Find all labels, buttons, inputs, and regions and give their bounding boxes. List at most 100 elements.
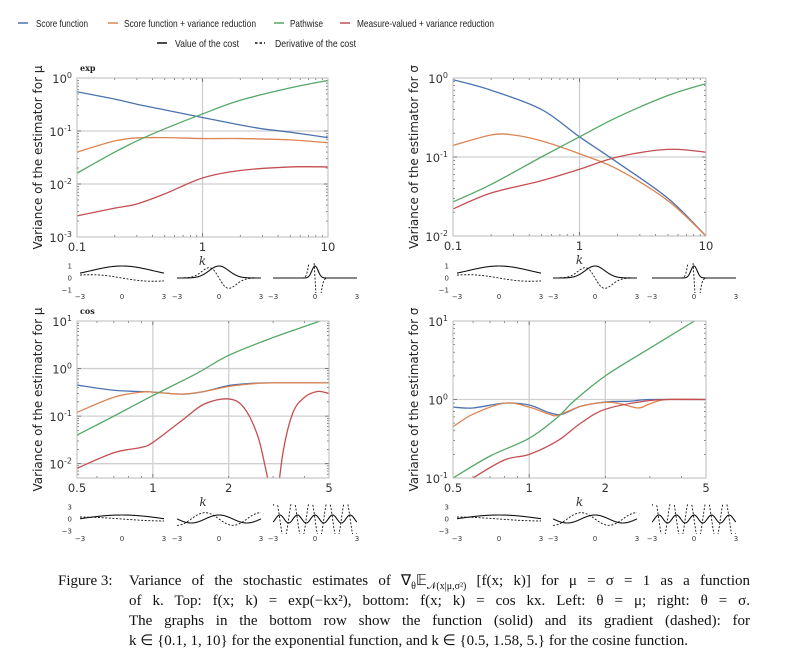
plot-frame (452, 320, 707, 479)
inset-value-line (553, 265, 637, 279)
inset-x-tick-label: 3 (734, 293, 738, 301)
inset-x-tick-label: 3 (259, 293, 263, 301)
inset-value-line (177, 265, 261, 279)
y-tick-label: 101 (428, 314, 448, 329)
inset-x-tick-label: −3 (452, 293, 462, 301)
x-tick-label: 5 (325, 481, 332, 495)
inset-value-line (457, 514, 541, 520)
inset-x-tick-label: −3 (75, 535, 85, 543)
inset-y-tick-label: −1 (439, 287, 449, 295)
series-line-score-function (77, 382, 329, 395)
y-tick-label: 10-2 (425, 229, 448, 244)
legend-label-score-function-vr: Score function + variance reduction (124, 18, 256, 30)
panel-title: cos (80, 306, 95, 316)
y-tick-label: 100 (52, 362, 72, 377)
inset-value-line (177, 514, 261, 524)
inset-value-line (457, 265, 541, 274)
inset-x-tick-label: 0 (497, 293, 501, 301)
x-tick-label: 5 (702, 481, 709, 495)
y-tick-label: 10-1 (49, 124, 72, 139)
inset-x-tick-label: 0 (217, 293, 221, 301)
inset-derivative-line (80, 274, 164, 282)
figure-caption: Figure 3: Variance of the stochastic est… (58, 571, 750, 651)
y-tick-label: 10-1 (49, 409, 72, 424)
inset-x-tick-label: 0 (692, 293, 696, 301)
inset-x-tick-label: 0 (497, 535, 501, 543)
inset-y-tick-label: 0 (445, 516, 449, 524)
inset-value-line (652, 265, 736, 279)
panel-3: 101 100 10-1 10-2 0.5 1 2 5 k Variance of the est… (31, 306, 359, 543)
inset-y-tick-label: 0 (68, 516, 72, 524)
inset-derivative-line (177, 512, 261, 526)
legend-label-measure-valued-vr: Measure-valued + variance reduction (357, 18, 494, 30)
inset-x-tick-label: 0 (593, 535, 597, 543)
plot-frame (76, 320, 330, 479)
x-axis-label: k (576, 253, 583, 267)
caption-line-4: k ∈ {0.1, 1, 10} for the exponential fun… (129, 633, 688, 649)
inset-x-tick-label: −3 (548, 535, 558, 543)
x-tick-label: 2 (602, 481, 609, 495)
y-tick-label: 100 (428, 393, 448, 408)
inset-x-tick-label: −3 (172, 535, 182, 543)
inset-x-tick-label: 0 (313, 535, 317, 543)
y-axis-label: Variance of the estimator for μ (31, 307, 45, 491)
plot-frame (76, 77, 329, 238)
inset-plot-k-1: −3 0 3 (548, 265, 639, 301)
y-axis-label: Variance of the estimator for σ (407, 65, 421, 249)
inset-y-tick-label: 3 (445, 504, 449, 512)
caption-line-2: of k. Top: f(x; k) = exp(−kx²), bottom: … (129, 593, 750, 609)
series-line-measure-valued-vr (77, 166, 328, 217)
inset-value-line (652, 514, 736, 524)
inset-x-tick-label: 0 (313, 293, 317, 301)
inset-value-line (273, 514, 357, 524)
inset-x-tick-label: −3 (172, 293, 182, 301)
y-tick-label: 101 (52, 314, 72, 329)
inset-derivative-line (457, 274, 541, 282)
inset-x-tick-label: −3 (452, 535, 462, 543)
panel-4: 101 100 10-10.5 1 2 5 k Variance of the estimat… (407, 307, 738, 543)
series-line-score-function-vr (77, 136, 328, 153)
series-line-pathwise (453, 82, 706, 203)
inset-x-tick-label: 3 (734, 535, 738, 543)
inset-plot-k-0.1: −3 0 3 1 0 −1 (62, 263, 167, 302)
inset-y-tick-label: 3 (68, 504, 72, 512)
inset-y-tick-label: −3 (439, 528, 449, 536)
inset-x-tick-label: 0 (217, 535, 221, 543)
inset-value-line (273, 265, 357, 279)
series-line-measure-valued-vr (77, 390, 329, 478)
series-line-measure-valued-vr (453, 148, 706, 210)
inset-y-tick-label: 1 (68, 263, 72, 271)
inset-x-tick-label: 0 (593, 293, 597, 301)
y-tick-label: 10-3 (49, 230, 72, 245)
x-axis-label: k (199, 254, 206, 268)
x-tick-label: 1 (525, 481, 532, 495)
inset-x-tick-label: −3 (548, 293, 558, 301)
x-tick-label: 1 (199, 240, 206, 254)
inset-plot-k-1.58: −3 0 3 (172, 512, 263, 543)
y-axis-label: Variance of the estimator for σ (407, 307, 421, 491)
plot-frame (452, 77, 707, 237)
inset-plot-k-0.1: −3 0 3 1 0 −1 (439, 263, 544, 302)
y-axis-label: Variance of the estimator for μ (31, 65, 45, 249)
inset-x-tick-label: 3 (635, 535, 639, 543)
legend-label-pathwise: Pathwise (290, 18, 323, 30)
inset-x-tick-label: −3 (268, 293, 278, 301)
x-tick-label: 10 (699, 239, 714, 253)
inset-y-tick-label: 1 (445, 263, 449, 271)
series-line-score-function (77, 91, 328, 139)
inset-x-tick-label: −3 (647, 293, 657, 301)
x-tick-label: 1 (149, 481, 156, 495)
inset-x-tick-label: −3 (268, 535, 278, 543)
panel-title: exp (80, 63, 96, 73)
x-tick-label: 10 (321, 240, 336, 254)
legend: Score function Score function + variance… (18, 18, 494, 50)
series-line-score-function-vr (453, 398, 706, 428)
series-line-score-function-vr (77, 382, 329, 413)
inset-plot-k-1: −3 0 3 (172, 265, 263, 301)
inset-x-tick-label: 3 (162, 293, 166, 301)
inset-derivative-line (273, 504, 357, 534)
x-tick-label: 0.5 (68, 481, 86, 495)
y-tick-label: 10-1 (425, 471, 448, 486)
inset-x-tick-label: 3 (162, 535, 166, 543)
